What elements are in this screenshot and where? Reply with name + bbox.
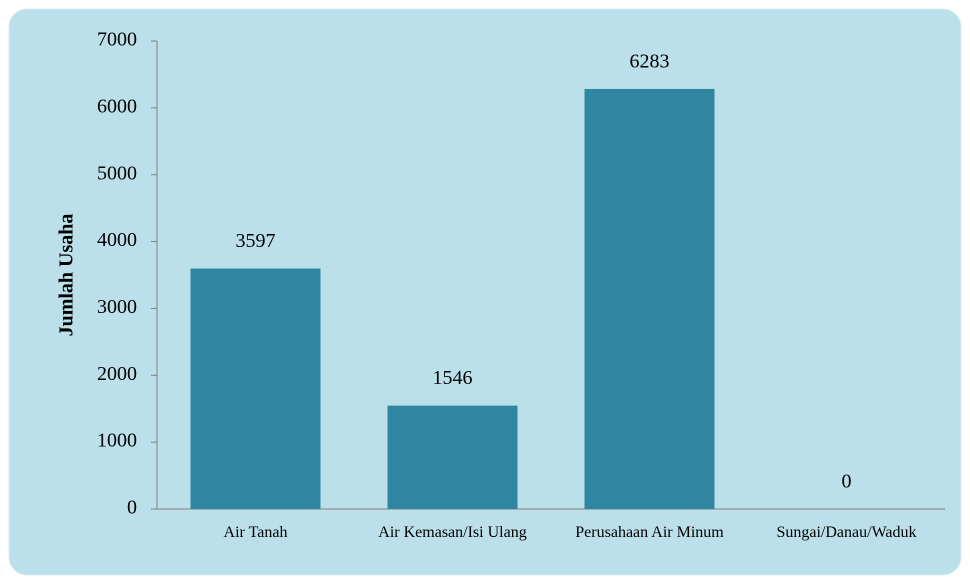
x-tick-label: Perusahaan Air Minum bbox=[575, 524, 724, 541]
y-tick-label: 5000 bbox=[97, 162, 137, 184]
y-tick-label: 6000 bbox=[97, 95, 137, 117]
value-label: 0 bbox=[842, 471, 852, 493]
y-tick-label: 4000 bbox=[97, 229, 137, 251]
y-tick-label: 2000 bbox=[97, 363, 137, 385]
value-label: 6283 bbox=[630, 51, 670, 73]
y-tick-label: 1000 bbox=[97, 430, 137, 452]
x-tick-label: Air Tanah bbox=[223, 524, 288, 541]
x-tick-label: Air Kemasan/Isi Ulang bbox=[378, 524, 527, 541]
value-label: 3597 bbox=[236, 230, 276, 252]
x-tick-label: Sungai/Danau/Waduk bbox=[776, 524, 917, 541]
bar bbox=[387, 405, 518, 509]
y-tick-label: 3000 bbox=[97, 296, 137, 318]
bar bbox=[190, 268, 321, 509]
value-label: 1546 bbox=[433, 367, 473, 389]
y-tick-label: 7000 bbox=[97, 29, 137, 51]
bar bbox=[584, 88, 715, 509]
y-axis-label: Jumlah Usaha bbox=[56, 214, 78, 337]
y-tick-label: 0 bbox=[127, 497, 137, 519]
